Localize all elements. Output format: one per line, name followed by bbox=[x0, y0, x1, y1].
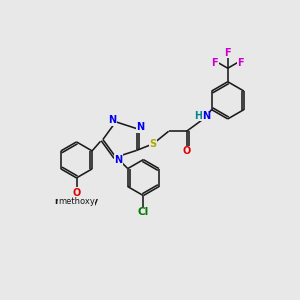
Text: O: O bbox=[72, 188, 81, 198]
Text: N: N bbox=[136, 122, 144, 132]
Text: N: N bbox=[114, 154, 122, 165]
Text: O: O bbox=[182, 146, 191, 156]
Text: methoxy: methoxy bbox=[58, 197, 95, 206]
Text: S: S bbox=[149, 139, 157, 149]
Text: F: F bbox=[237, 58, 244, 68]
Text: F: F bbox=[212, 58, 218, 68]
Text: F: F bbox=[224, 48, 231, 58]
Text: Cl: Cl bbox=[138, 207, 149, 217]
Text: H: H bbox=[195, 111, 203, 121]
Text: N: N bbox=[108, 115, 116, 125]
Text: N: N bbox=[202, 111, 210, 121]
Text: methoxy: methoxy bbox=[54, 197, 98, 206]
